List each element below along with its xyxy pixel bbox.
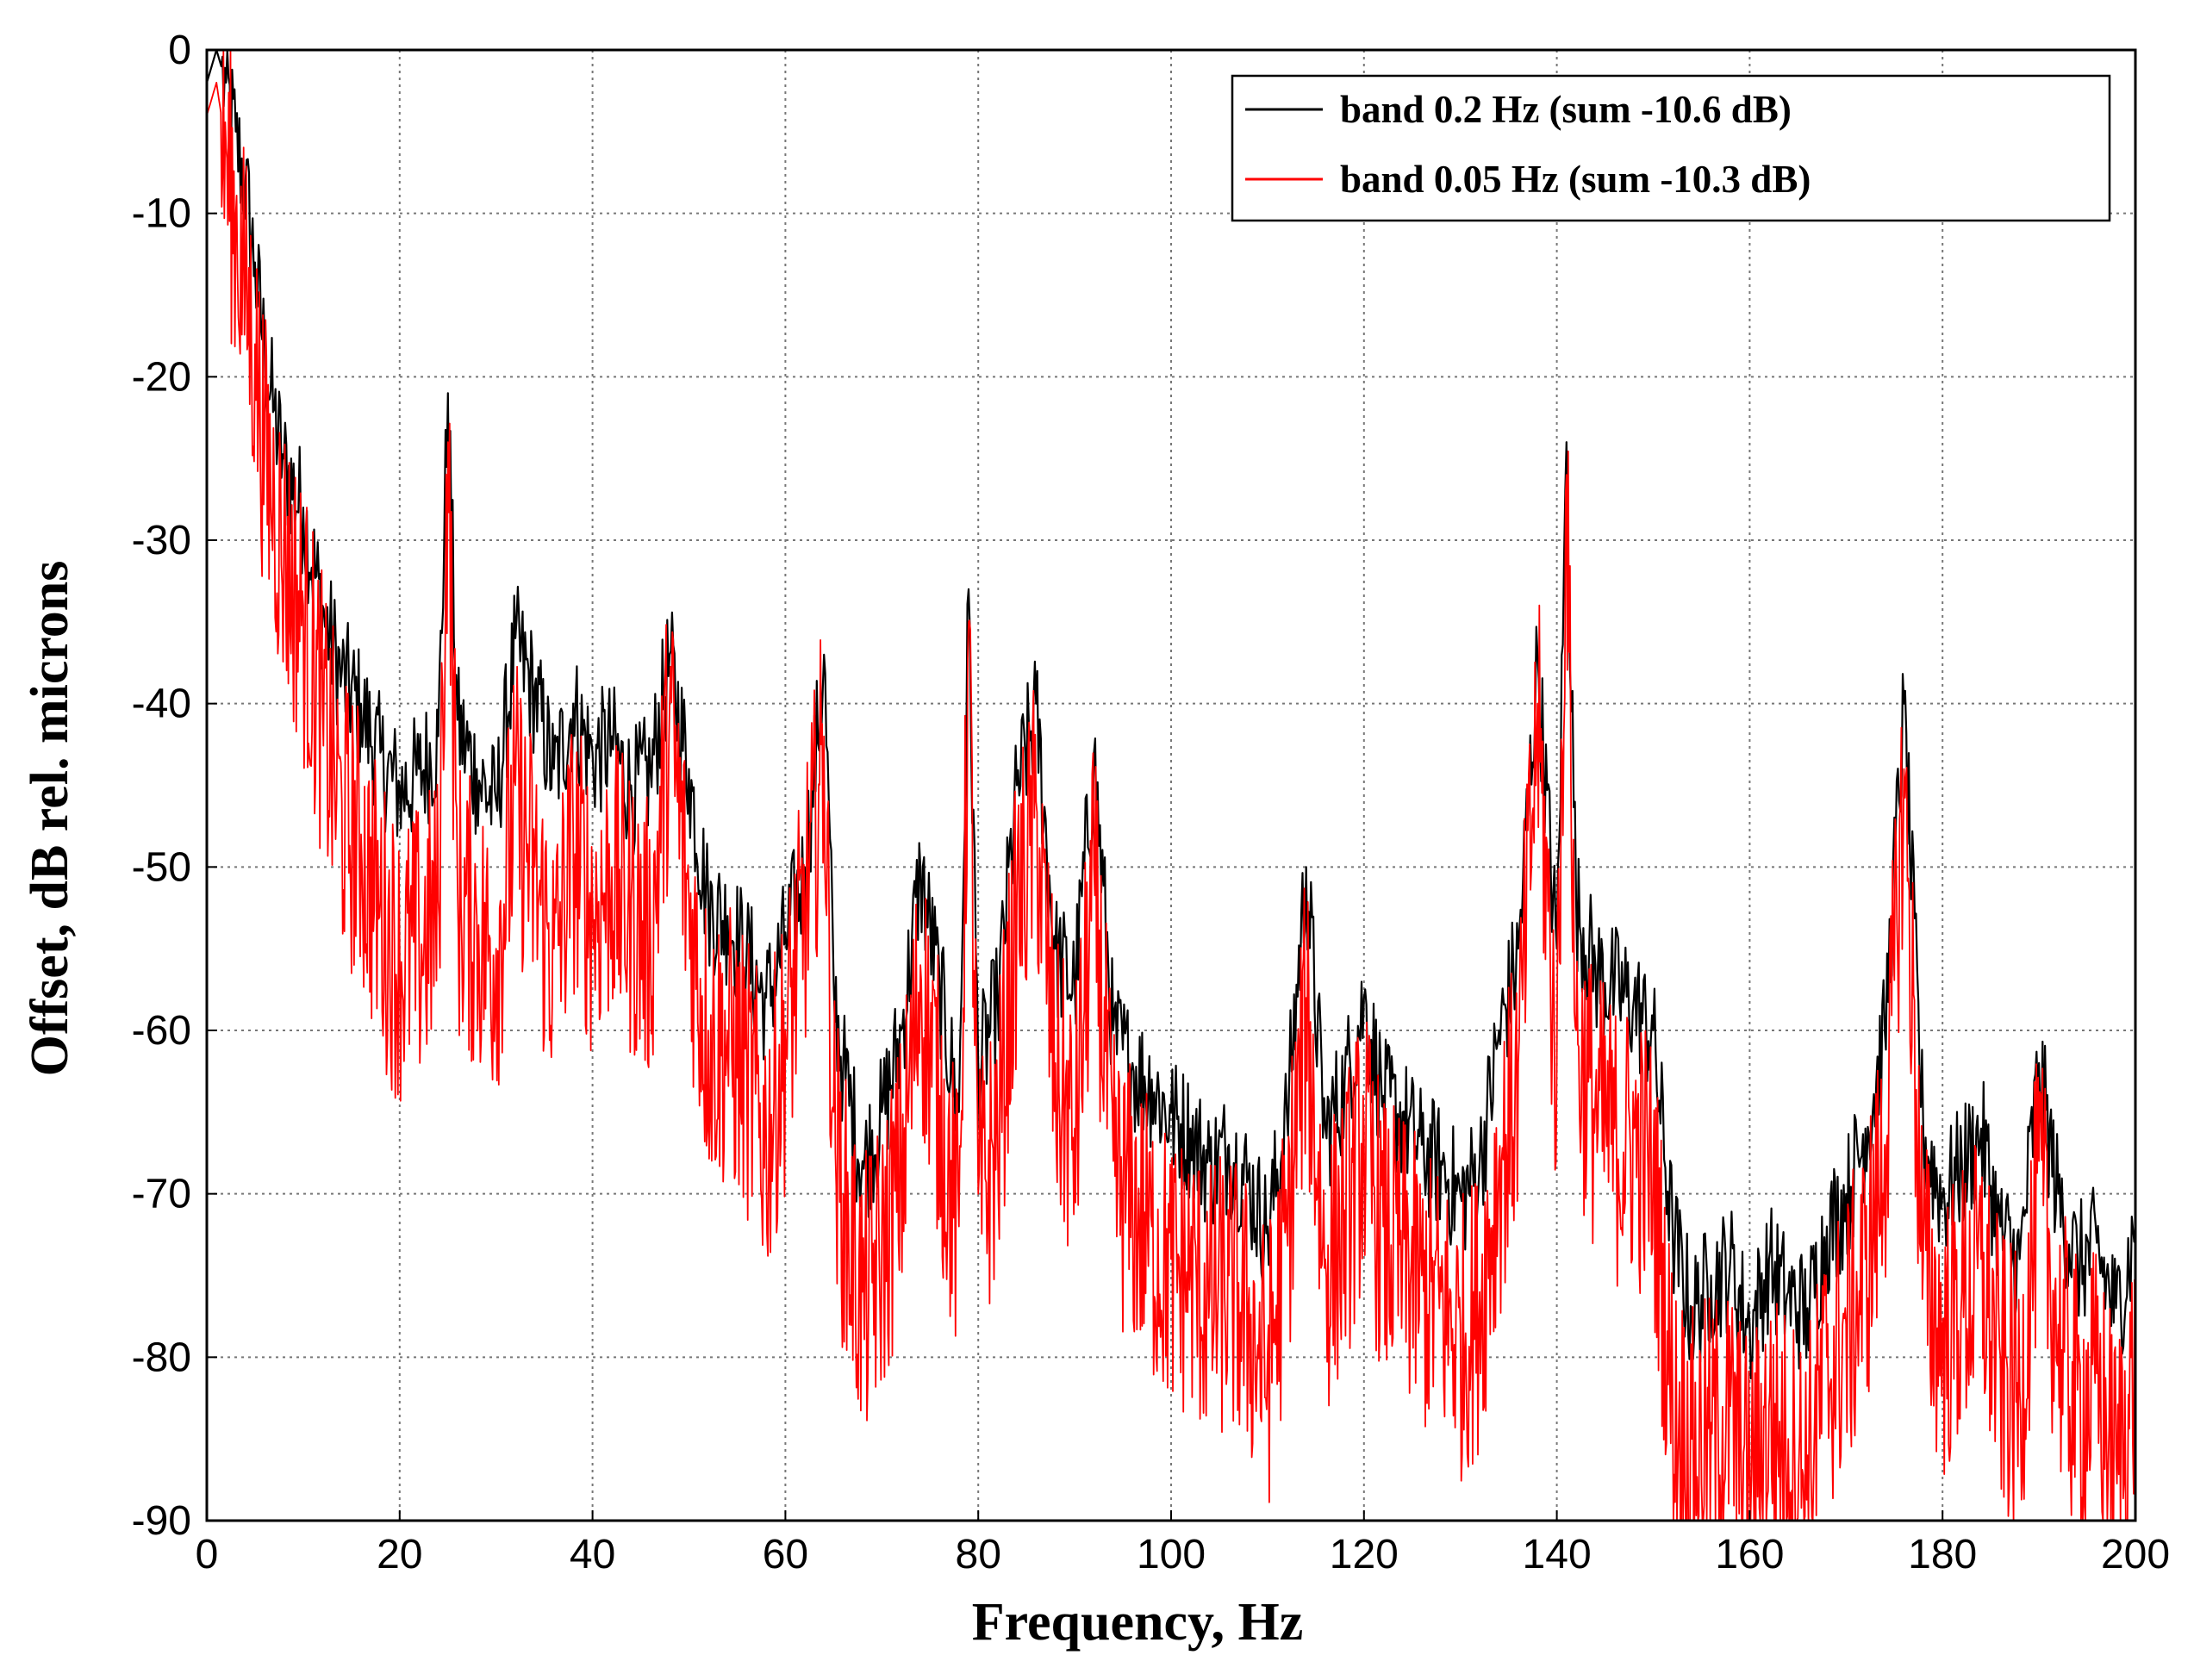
y-axis-title: Offset, dB rel. microns (21, 561, 79, 1077)
y-axis-ticks: 0 -10 -20 -30 -40 -50 -60 -70 -80 -90 (132, 28, 217, 1544)
y-tick-label: -70 (132, 1172, 191, 1217)
y-tick-label: -30 (132, 518, 191, 563)
series-layer (205, 48, 2137, 1521)
x-tick-label: 60 (763, 1532, 808, 1577)
series-line-band-0.05 (206, 49, 2136, 1521)
y-tick-label: -80 (132, 1335, 191, 1380)
y-tick-label: 0 (168, 28, 191, 73)
x-tick-label: 100 (1137, 1532, 1206, 1577)
x-tick-label: 200 (2101, 1532, 2170, 1577)
y-tick-label: -50 (132, 844, 191, 890)
x-tick-label: 120 (1330, 1532, 1399, 1577)
legend-label-band-0.05: band 0.05 Hz (sum -10.3 dB) (1340, 158, 1811, 201)
legend: band 0.2 Hz (sum -10.6 dB) band 0.05 Hz … (1231, 74, 2111, 222)
y-tick-label: -40 (132, 681, 191, 727)
x-axis-ticks: 0 20 40 60 80 100 120 140 160 180 200 (196, 1510, 2170, 1577)
y-tick-label: -10 (132, 191, 191, 237)
y-tick-label: -60 (132, 1008, 191, 1054)
y-tick-label: -90 (132, 1498, 191, 1544)
x-tick-label: 20 (377, 1532, 422, 1577)
x-tick-label: 0 (196, 1532, 219, 1577)
y-tick-label: -20 (132, 354, 191, 400)
x-axis-title: Frequency, Hz (972, 1593, 1304, 1652)
x-tick-label: 160 (1715, 1532, 1784, 1577)
x-tick-label: 140 (1523, 1532, 1592, 1577)
legend-box (1231, 74, 2111, 222)
x-tick-label: 40 (570, 1532, 615, 1577)
x-tick-label: 80 (956, 1532, 1001, 1577)
series-line-band-0.2 (205, 48, 2137, 1380)
x-tick-label: 180 (1908, 1532, 1977, 1577)
legend-label-band-0.2: band 0.2 Hz (sum -10.6 dB) (1340, 88, 1792, 131)
